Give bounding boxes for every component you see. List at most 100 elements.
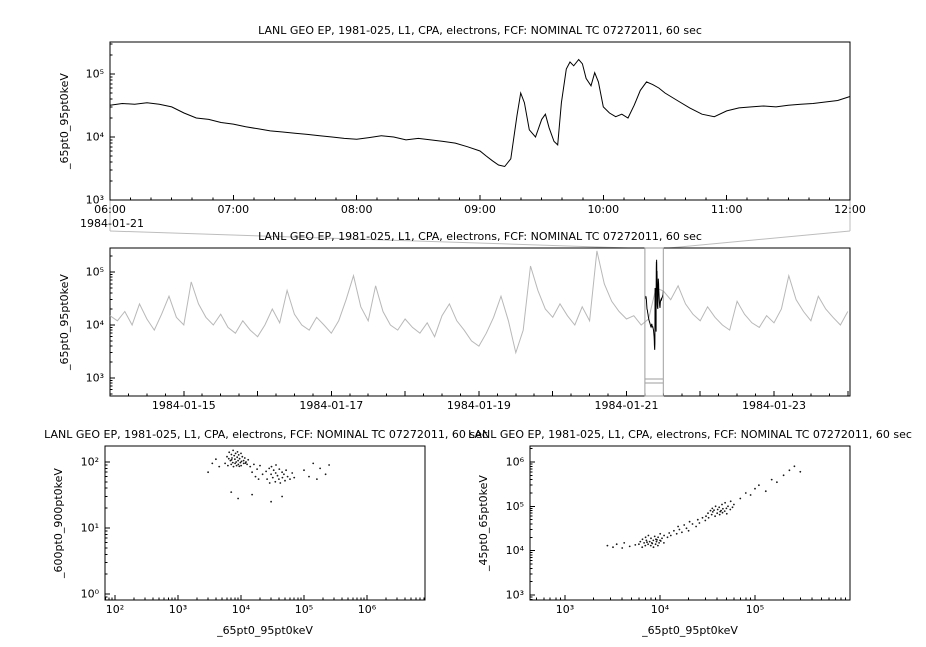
scatter-point — [236, 456, 239, 459]
scatter-point — [281, 495, 283, 498]
scatter-point — [713, 509, 715, 512]
scatter-point — [696, 518, 699, 521]
x-tick-label: 09:00 — [464, 203, 496, 216]
scatter-point — [723, 510, 726, 512]
scatter-point — [681, 531, 683, 534]
scatter-point — [727, 505, 729, 508]
scatter-point — [638, 543, 640, 546]
scatter-point — [707, 512, 709, 515]
scatter-45-65-plot-area[interactable] — [529, 445, 851, 601]
y-tick-label: 10³ — [86, 372, 104, 385]
scatter-point — [328, 464, 330, 466]
zoom-panel: 06:00 07:00 08:00 09:00 10:00 11:00 12:00 10³ 10… — [86, 43, 866, 216]
scatter-point — [211, 462, 214, 465]
scatter-point — [675, 532, 678, 535]
scatter-point — [685, 527, 688, 530]
scatter-point — [655, 540, 658, 543]
y-tick-label: 10¹ — [81, 522, 99, 535]
scatter-45-65-y-axis-label: _45pt0_65pt0keV — [477, 475, 490, 572]
scatter-point — [669, 534, 672, 537]
time-range-selector[interactable] — [644, 247, 664, 397]
scatter-point — [652, 546, 655, 549]
x-tick-label: 10⁴ — [651, 603, 670, 616]
scatter-point — [284, 479, 286, 482]
scatter-point — [729, 500, 732, 503]
scatter-point — [268, 482, 271, 484]
scatter-point — [238, 457, 241, 460]
scatter-point — [232, 465, 235, 468]
y-tick-label: 10⁵ — [86, 266, 104, 279]
y-tick-label: 10⁴ — [86, 319, 105, 332]
scatter-point — [695, 525, 697, 528]
scatter-point — [615, 543, 618, 546]
scatter-point — [606, 544, 609, 547]
x-tick-label: 10² — [106, 603, 124, 616]
scatter-600-900-plot-area[interactable] — [104, 445, 426, 601]
context-panel-title: LANL GEO EP, 1981-025, L1, CPA, electron… — [258, 230, 702, 243]
zoom-plot-area[interactable] — [109, 41, 851, 201]
scatter-point — [291, 472, 294, 474]
scatter-point — [257, 478, 260, 480]
scatter-point — [256, 468, 258, 470]
x-tick-label: 1984-01-19 — [447, 399, 511, 412]
scatter-600-900-panel: 10² 10³ 10⁴ 10⁵ 10⁶ 10⁰ 10¹ 10² — [81, 449, 425, 616]
scatter-point — [270, 500, 272, 503]
scatter-point — [283, 473, 285, 476]
scatter-point — [710, 513, 713, 516]
scatter-point — [639, 540, 642, 543]
scatter-point — [714, 505, 717, 508]
x-tick-label: 10⁴ — [232, 603, 251, 616]
scatter-point — [230, 463, 233, 466]
scatter-point — [233, 454, 236, 457]
scatter-point — [207, 471, 210, 474]
scatter-point — [659, 532, 662, 535]
scatter-point — [276, 474, 279, 477]
scatter-point — [238, 465, 241, 468]
scatter-point — [249, 465, 252, 468]
scatter-point — [661, 537, 663, 540]
series-line — [109, 58, 851, 168]
scatter-45-65-x-axis-label: _65pt0_95pt0keV — [641, 624, 738, 637]
context-plot-area[interactable] — [109, 247, 851, 397]
scatter-point — [716, 512, 719, 515]
scatter-point — [749, 494, 752, 496]
scatter-point — [612, 546, 614, 549]
scatter-point — [232, 449, 235, 452]
scatter-point — [641, 546, 644, 549]
y-tick-label: 10⁴ — [506, 544, 525, 557]
scatter-point — [215, 458, 217, 461]
scatter-point — [278, 478, 280, 480]
context-y-axis-label: _65pt0_95pt0keV — [58, 274, 71, 371]
scatter-45-65-panel: 10³ 10⁴ 10⁵ 10³ 10⁴ 10⁵ 10⁶ — [506, 448, 851, 616]
scatter-point — [641, 538, 644, 541]
scatter-point — [691, 523, 694, 525]
x-tick-label: 10³ — [169, 603, 187, 616]
connector-line — [109, 230, 645, 249]
scatter-point — [308, 475, 310, 478]
scatter-point — [312, 462, 315, 465]
scatter-point — [719, 510, 722, 513]
scatter-point — [230, 491, 233, 493]
scatter-point — [234, 458, 236, 461]
scatter-point — [270, 473, 272, 476]
scatter-point — [657, 536, 659, 539]
scatter-point — [235, 464, 238, 467]
scatter-point — [718, 513, 721, 516]
scatter-point — [234, 452, 237, 455]
scatter-point — [644, 544, 647, 547]
scatter-point — [647, 534, 650, 537]
scatter-point — [274, 480, 277, 483]
scatter-point — [281, 476, 284, 479]
selected-interval-series — [644, 259, 664, 350]
scatter-point — [243, 457, 246, 459]
scatter-point — [649, 544, 652, 547]
scatter-point — [788, 469, 791, 472]
scatter-point — [721, 511, 724, 514]
scatter-point — [259, 464, 261, 467]
scatter-point — [230, 453, 233, 456]
scatter-point — [286, 475, 289, 478]
scatter-point — [733, 503, 735, 506]
zoom-context-connector — [109, 200, 851, 249]
x-tick-label: 10⁶ — [358, 603, 377, 616]
scatter-point — [659, 540, 662, 542]
